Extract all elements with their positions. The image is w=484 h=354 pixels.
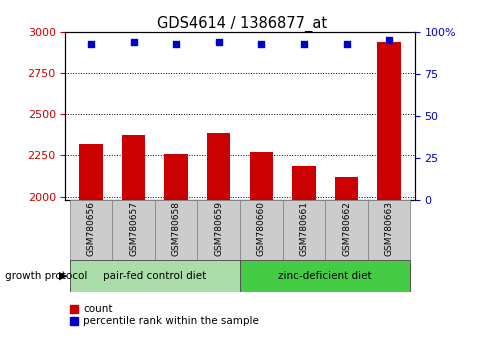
Bar (377, 42, 400, 354)
Bar (70, 260, 240, 292)
Text: GDS4614 / 1386877_at: GDS4614 / 1386877_at (157, 16, 327, 32)
Point (172, 41, 180, 46)
Bar (282, 200, 325, 260)
Point (87, 41, 95, 46)
Point (300, 41, 307, 46)
Bar (154, 200, 197, 260)
Bar (292, 166, 315, 354)
Bar (79, 144, 103, 354)
Point (257, 41, 265, 46)
Bar (325, 200, 367, 260)
Text: GSM780661: GSM780661 (299, 201, 308, 256)
Bar (240, 260, 409, 292)
Bar (249, 152, 272, 354)
Text: GSM780660: GSM780660 (257, 201, 265, 256)
Bar (207, 133, 230, 354)
Text: pair-fed control diet: pair-fed control diet (103, 271, 206, 281)
Point (214, 39, 222, 45)
Text: GSM780656: GSM780656 (86, 201, 95, 256)
Point (342, 41, 350, 46)
Text: GSM780657: GSM780657 (129, 201, 138, 256)
Point (384, 38, 392, 43)
Text: zinc-deficient diet: zinc-deficient diet (278, 271, 371, 281)
Text: growth protocol: growth protocol (5, 271, 87, 281)
Bar (240, 200, 282, 260)
Text: GSM780662: GSM780662 (341, 201, 350, 256)
Point (129, 39, 137, 45)
Text: GSM780658: GSM780658 (171, 201, 181, 256)
Text: ▶: ▶ (59, 271, 68, 281)
Bar (334, 177, 358, 354)
Bar (164, 154, 187, 354)
Bar (367, 200, 409, 260)
Bar (70, 200, 112, 260)
Text: GSM780663: GSM780663 (384, 201, 393, 256)
Bar (121, 135, 145, 354)
Text: GSM780659: GSM780659 (214, 201, 223, 256)
Legend: count, percentile rank within the sample: count, percentile rank within the sample (71, 304, 258, 326)
Bar (112, 200, 154, 260)
Bar (197, 200, 240, 260)
